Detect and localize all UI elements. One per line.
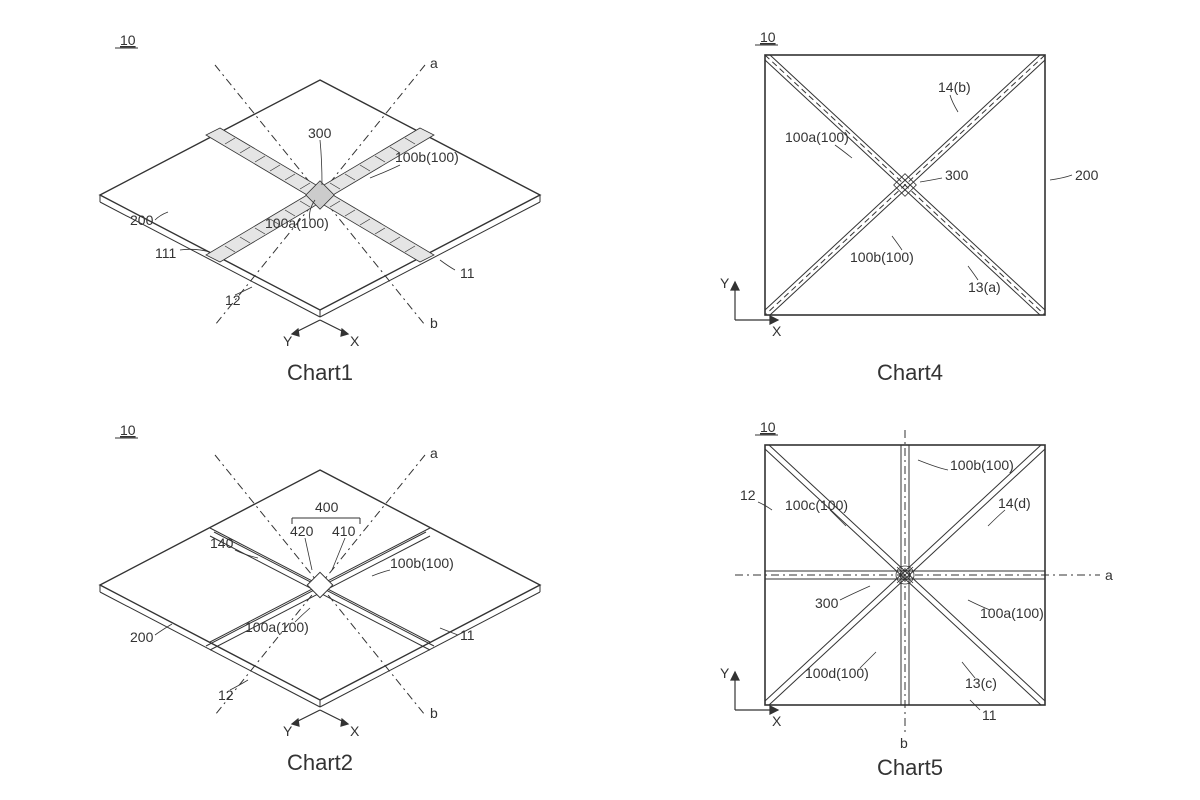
leaders-400 <box>305 538 345 570</box>
label-200: 200 <box>130 212 154 228</box>
label-a: a <box>430 55 438 71</box>
label-a: a <box>1105 567 1113 583</box>
label-410: 410 <box>332 523 356 539</box>
label-100b: 100b(100) <box>390 555 454 571</box>
chart1-caption: Chart1 <box>260 360 380 386</box>
chart2-caption: Chart2 <box>260 750 380 776</box>
label-100a: 100a(100) <box>980 605 1044 621</box>
label-12: 12 <box>218 687 234 703</box>
chart1-panel: 10 <box>60 20 580 350</box>
label-200: 200 <box>130 629 154 645</box>
label-11: 11 <box>460 627 475 643</box>
label-100d: 100d(100) <box>805 665 869 681</box>
label-100a: 100a(100) <box>265 215 329 231</box>
label-X: X <box>772 323 782 339</box>
label-Y: Y <box>283 723 293 739</box>
label-11: 11 <box>982 707 997 723</box>
label-400: 400 <box>315 499 339 515</box>
chart5-caption: Chart5 <box>850 755 970 781</box>
chart2-svg: 10 400 420 410 <box>60 410 580 740</box>
label-300: 300 <box>815 595 839 611</box>
label-12: 12 <box>225 292 241 308</box>
fig-number: 10 <box>760 419 776 435</box>
chart5-panel: 10 100b(100) <box>680 410 1150 760</box>
label-420: 420 <box>290 523 314 539</box>
chart4-svg: 10 14(b) 100a(100) 300 200 100b(100) 13(… <box>680 20 1140 360</box>
xy-axes-icon <box>731 672 778 714</box>
fig-number: 10 <box>120 422 136 438</box>
label-111: 111 <box>155 245 176 261</box>
label-Y: Y <box>720 275 730 291</box>
label-300: 300 <box>308 125 332 141</box>
label-100b: 100b(100) <box>395 149 459 165</box>
label-300: 300 <box>945 167 969 183</box>
label-b: b <box>430 705 438 721</box>
label-Y: Y <box>720 665 730 681</box>
label-a: a <box>430 445 438 461</box>
label-b: b <box>900 735 908 751</box>
chart5-svg: 10 100b(100) <box>680 410 1150 760</box>
xy-axes-icon <box>731 282 778 324</box>
label-200: 200 <box>1075 167 1099 183</box>
xy-axes-icon <box>292 710 348 726</box>
chart4-panel: 10 14(b) 100a(100) 300 200 100b(100) 13(… <box>680 20 1140 360</box>
label-X: X <box>772 713 782 729</box>
label-13a: 13(a) <box>968 279 1001 295</box>
label-14d: 14(d) <box>998 495 1031 511</box>
label-100b: 100b(100) <box>950 457 1014 473</box>
chart2-panel: 10 400 420 410 <box>60 410 580 740</box>
chart1-svg: 10 <box>60 20 580 350</box>
label-Y: Y <box>283 333 293 349</box>
label-100a: 100a(100) <box>245 619 309 635</box>
label-100a: 100a(100) <box>785 129 849 145</box>
label-140: 140 <box>210 535 234 551</box>
label-14b: 14(b) <box>938 79 971 95</box>
plate-edge <box>100 585 540 707</box>
label-12: 12 <box>740 487 756 503</box>
diag-bands <box>765 55 1045 315</box>
fig-number: 10 <box>120 32 136 48</box>
label-X: X <box>350 723 360 739</box>
chart4-caption: Chart4 <box>850 360 970 386</box>
label-11: 11 <box>460 265 475 281</box>
hinge-arms <box>206 528 434 650</box>
label-13c: 13(c) <box>965 675 997 691</box>
fig-number: 10 <box>760 29 776 45</box>
label-b: b <box>430 315 438 331</box>
xy-axes-icon <box>292 320 348 336</box>
label-X: X <box>350 333 360 349</box>
label-100b: 100b(100) <box>850 249 914 265</box>
label-100c: 100c(100) <box>785 497 848 513</box>
